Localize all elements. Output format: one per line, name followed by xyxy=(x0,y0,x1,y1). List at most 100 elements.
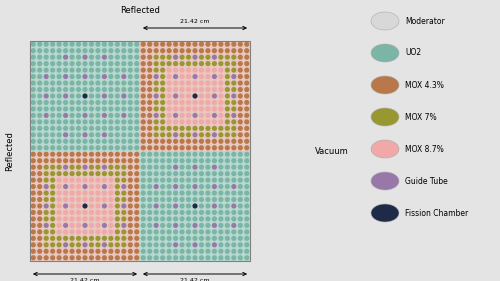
Ellipse shape xyxy=(115,216,120,221)
Ellipse shape xyxy=(82,119,87,124)
Ellipse shape xyxy=(134,126,140,131)
Ellipse shape xyxy=(108,113,114,118)
Ellipse shape xyxy=(115,113,120,118)
Ellipse shape xyxy=(147,106,152,112)
Ellipse shape xyxy=(206,145,210,150)
Ellipse shape xyxy=(166,113,172,118)
Text: 21.42 cm: 21.42 cm xyxy=(180,278,210,281)
Ellipse shape xyxy=(180,126,184,131)
Ellipse shape xyxy=(371,76,399,94)
Ellipse shape xyxy=(166,236,172,241)
Ellipse shape xyxy=(37,191,43,196)
Ellipse shape xyxy=(76,61,81,66)
Ellipse shape xyxy=(56,171,62,176)
Ellipse shape xyxy=(76,132,81,137)
Ellipse shape xyxy=(115,145,120,150)
Ellipse shape xyxy=(147,139,152,144)
Ellipse shape xyxy=(102,249,107,254)
Ellipse shape xyxy=(56,106,62,112)
Ellipse shape xyxy=(121,171,126,176)
Ellipse shape xyxy=(70,87,74,92)
Ellipse shape xyxy=(186,126,191,131)
Ellipse shape xyxy=(225,152,230,157)
Ellipse shape xyxy=(186,242,191,247)
Ellipse shape xyxy=(96,126,100,131)
Ellipse shape xyxy=(180,152,184,157)
Ellipse shape xyxy=(218,210,224,215)
Ellipse shape xyxy=(160,223,165,228)
Ellipse shape xyxy=(89,119,94,124)
Ellipse shape xyxy=(37,152,43,157)
Ellipse shape xyxy=(140,67,146,73)
Ellipse shape xyxy=(108,255,114,260)
Ellipse shape xyxy=(128,255,133,260)
Ellipse shape xyxy=(199,184,204,189)
Ellipse shape xyxy=(180,74,184,79)
Ellipse shape xyxy=(128,191,133,196)
Ellipse shape xyxy=(154,93,159,99)
Ellipse shape xyxy=(76,242,81,247)
Ellipse shape xyxy=(206,106,210,112)
Ellipse shape xyxy=(173,165,178,170)
Ellipse shape xyxy=(166,106,172,112)
Ellipse shape xyxy=(121,55,126,60)
Ellipse shape xyxy=(128,171,133,176)
Ellipse shape xyxy=(160,242,165,247)
Ellipse shape xyxy=(108,152,114,157)
Ellipse shape xyxy=(231,80,236,86)
Ellipse shape xyxy=(218,255,224,260)
Ellipse shape xyxy=(96,42,100,47)
Ellipse shape xyxy=(115,197,120,202)
Ellipse shape xyxy=(238,184,243,189)
Ellipse shape xyxy=(63,126,68,131)
Ellipse shape xyxy=(147,165,152,170)
Ellipse shape xyxy=(371,172,399,190)
Ellipse shape xyxy=(218,67,224,73)
Ellipse shape xyxy=(121,191,126,196)
Ellipse shape xyxy=(186,197,191,202)
Ellipse shape xyxy=(134,55,140,60)
Ellipse shape xyxy=(371,204,399,222)
Ellipse shape xyxy=(121,119,126,124)
Ellipse shape xyxy=(102,223,107,228)
Ellipse shape xyxy=(134,80,140,86)
Ellipse shape xyxy=(140,184,146,189)
Ellipse shape xyxy=(50,87,55,92)
Ellipse shape xyxy=(199,132,204,137)
Ellipse shape xyxy=(63,197,68,202)
Ellipse shape xyxy=(192,61,198,66)
Ellipse shape xyxy=(108,158,114,163)
Ellipse shape xyxy=(30,255,36,260)
Ellipse shape xyxy=(231,126,236,131)
Ellipse shape xyxy=(173,171,178,176)
Ellipse shape xyxy=(199,42,204,47)
Ellipse shape xyxy=(166,74,172,79)
Ellipse shape xyxy=(70,48,74,53)
Ellipse shape xyxy=(140,61,146,66)
Ellipse shape xyxy=(30,106,36,112)
Ellipse shape xyxy=(70,100,74,105)
Ellipse shape xyxy=(199,229,204,234)
Ellipse shape xyxy=(154,67,159,73)
Ellipse shape xyxy=(231,106,236,112)
Ellipse shape xyxy=(63,242,68,247)
Ellipse shape xyxy=(128,113,133,118)
Ellipse shape xyxy=(108,178,114,183)
Ellipse shape xyxy=(140,242,146,247)
Ellipse shape xyxy=(63,203,68,209)
Ellipse shape xyxy=(206,249,210,254)
Ellipse shape xyxy=(180,48,184,53)
Ellipse shape xyxy=(63,67,68,73)
Ellipse shape xyxy=(82,139,87,144)
Ellipse shape xyxy=(244,184,250,189)
Ellipse shape xyxy=(160,48,165,53)
Ellipse shape xyxy=(147,229,152,234)
Ellipse shape xyxy=(89,184,94,189)
Ellipse shape xyxy=(212,255,217,260)
Ellipse shape xyxy=(166,242,172,247)
Ellipse shape xyxy=(44,191,49,196)
Ellipse shape xyxy=(218,236,224,241)
Ellipse shape xyxy=(166,132,172,137)
Ellipse shape xyxy=(238,67,243,73)
Ellipse shape xyxy=(134,87,140,92)
